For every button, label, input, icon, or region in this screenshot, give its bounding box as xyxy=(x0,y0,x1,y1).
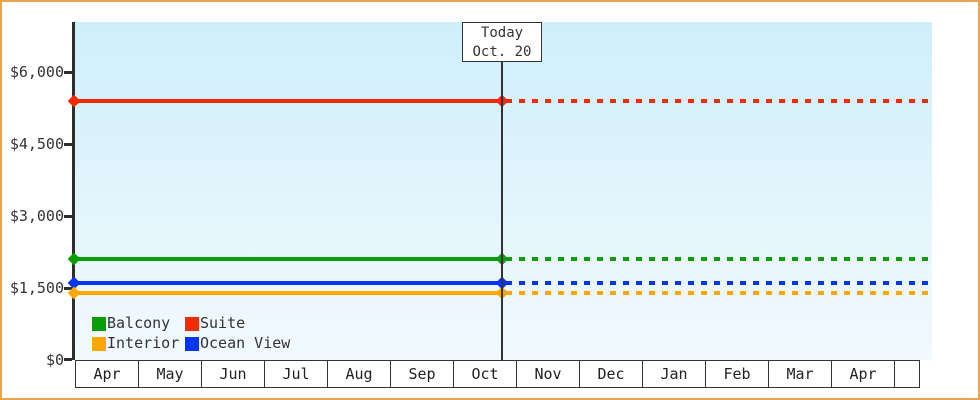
y-tick xyxy=(64,215,72,218)
legend-label-interior: Interior xyxy=(107,334,180,352)
legend: Balcony Suite Interior Ocean View xyxy=(92,316,290,351)
y-tick-label: $4,500 xyxy=(9,135,64,153)
y-tick-label: $0 xyxy=(45,351,64,369)
y-tick-label: $1,500 xyxy=(9,279,64,297)
today-callout: Today Oct. 20 xyxy=(462,22,542,62)
balcony-swatch xyxy=(92,316,106,331)
month-cell-dec: Dec xyxy=(579,360,643,388)
month-cell-empty xyxy=(894,360,920,388)
y-tick xyxy=(64,143,72,146)
suite-swatch xyxy=(185,316,199,331)
plot-area xyxy=(74,22,932,360)
month-cell-aug: Aug xyxy=(327,360,391,388)
interior-swatch xyxy=(92,336,106,351)
y-tick-label: $6,000 xyxy=(9,63,64,81)
month-cell-apr-2: Apr xyxy=(831,360,895,388)
month-cell-may: May xyxy=(138,360,202,388)
month-cell-jun: Jun xyxy=(201,360,265,388)
month-cell-oct: Oct xyxy=(453,360,517,388)
legend-item-suite: Suite xyxy=(185,316,290,331)
legend-item-interior: Interior xyxy=(92,336,185,351)
today-callout-date: Oct. 20 xyxy=(472,44,532,60)
month-cell-mar: Mar xyxy=(768,360,832,388)
month-cell-feb: Feb xyxy=(705,360,769,388)
y-tick xyxy=(64,71,72,74)
legend-item-balcony: Balcony xyxy=(92,316,185,331)
legend-item-ocean-view: Ocean View xyxy=(185,336,290,351)
legend-label-balcony: Balcony xyxy=(107,314,171,332)
y-tick-label: $3,000 xyxy=(9,207,64,225)
legend-label-ocean-view: Ocean View xyxy=(200,334,291,352)
today-vertical-line xyxy=(501,62,503,360)
x-axis-month-row: Apr May Jun Jul Aug Sep Oct Nov Dec Jan … xyxy=(75,360,920,388)
month-cell-nov: Nov xyxy=(516,360,580,388)
y-tick xyxy=(64,358,72,361)
y-tick xyxy=(64,287,72,290)
month-cell-sep: Sep xyxy=(390,360,454,388)
y-axis-line xyxy=(72,22,75,360)
legend-label-suite: Suite xyxy=(200,314,246,332)
month-cell-jul: Jul xyxy=(264,360,328,388)
month-cell-jan: Jan xyxy=(642,360,706,388)
month-cell-apr: Apr xyxy=(75,360,139,388)
today-callout-title: Today xyxy=(480,25,524,41)
ocean-view-swatch xyxy=(185,336,199,351)
